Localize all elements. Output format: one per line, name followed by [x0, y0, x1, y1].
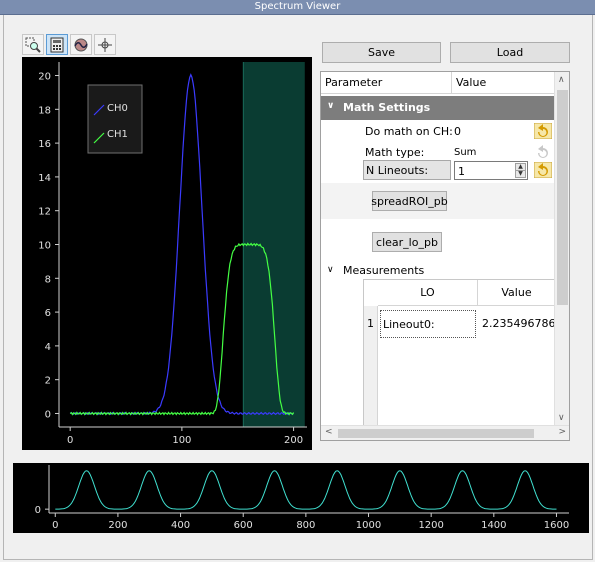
undo-disabled-icon	[534, 144, 552, 160]
spin-down-button[interactable]: ▼	[515, 170, 526, 178]
legend-ch0-label: CH0	[107, 103, 128, 114]
legend: CH0 CH1	[88, 85, 142, 153]
y-tick-label: 6	[45, 308, 51, 319]
do-math-value[interactable]: 0	[454, 125, 461, 138]
math-type-label: Math type:	[365, 146, 424, 159]
calculator-icon	[50, 37, 64, 53]
math-settings-label: Math Settings	[343, 101, 430, 114]
title-bar: Spectrum Viewer	[0, 0, 595, 15]
y-tick-label: 14	[38, 173, 51, 184]
legend-ch1-label: CH1	[107, 129, 128, 140]
overview-x-tick-label: 1600	[544, 520, 569, 531]
plot-toolbar	[22, 34, 116, 56]
chart-icon	[73, 37, 89, 53]
crosshair-button[interactable]	[94, 34, 116, 55]
measurements-table: LO Value 1 Lineout0: 2.23549678602	[363, 279, 555, 429]
spreadroi-button[interactable]: spreadROI_pb	[372, 191, 447, 211]
x-tick-label: 100	[172, 435, 191, 446]
overview-series-line	[55, 471, 556, 509]
overview-plot[interactable]: 0 0 200 400 600 800 1000 1200 1400 1600	[13, 463, 589, 533]
overview-x-tick-label: 1200	[418, 520, 443, 531]
y-tick-label: 16	[38, 139, 51, 150]
save-button[interactable]: Save	[322, 42, 441, 63]
y-tick-label: 10	[38, 241, 51, 252]
overview-x-tick-label: 1400	[481, 520, 506, 531]
n-lineouts-label-box: N Lineouts:	[363, 160, 451, 180]
scroll-right-arrow[interactable]: >	[558, 427, 566, 437]
legend-box	[88, 85, 142, 153]
y-tick-label: 12	[38, 207, 51, 218]
math-type-value[interactable]: Sum	[454, 147, 476, 158]
y-tick-label: 8	[45, 274, 51, 285]
col-header-value[interactable]: Value	[478, 280, 556, 306]
overview-y-tick-label: 0	[35, 505, 41, 516]
col-header-lo[interactable]: LO	[378, 280, 478, 306]
y-tick-label: 2	[45, 376, 51, 387]
zoom-icon	[25, 37, 41, 53]
y-tick-label: 20	[38, 72, 51, 83]
horizontal-scroll-thumb[interactable]	[338, 429, 534, 438]
zoom-button[interactable]	[22, 34, 44, 55]
tree-vertical-scrollbar[interactable]: ∧ ∨	[554, 72, 569, 426]
overview-x-tick-label: 600	[234, 520, 253, 531]
scroll-up-arrow[interactable]: ∧	[558, 75, 565, 85]
tree-header: Parameter Value	[321, 72, 555, 94]
parameter-tree: Parameter Value ∨ Math Settings Do math …	[320, 71, 570, 441]
y-tick-label: 18	[38, 105, 51, 116]
do-math-label: Do math on CH:	[365, 125, 453, 138]
undo-icon[interactable]	[534, 123, 552, 139]
chevron-down-icon[interactable]: ∨	[327, 101, 334, 111]
row-header-1[interactable]: 1	[367, 317, 374, 330]
clear-lo-button[interactable]: clear_lo_pb	[372, 232, 442, 252]
header-parameter: Parameter	[325, 76, 382, 89]
x-tick-label: 200	[284, 435, 303, 446]
header-value: Value	[456, 76, 486, 89]
y-tick-label: 4	[45, 342, 51, 353]
math-settings-group[interactable]: ∨ Math Settings	[321, 96, 555, 120]
overview-x-tick-label: 800	[296, 520, 315, 531]
window-title: Spectrum Viewer	[0, 1, 595, 12]
scroll-down-arrow[interactable]: ∨	[558, 413, 565, 423]
row-header-column: 1	[364, 306, 378, 430]
measurements-label: Measurements	[343, 264, 424, 277]
vertical-scroll-thumb[interactable]	[557, 90, 568, 305]
crosshair-icon	[97, 37, 113, 53]
y-tick-label: 0	[45, 409, 51, 420]
spectrum-plot[interactable]: 0 2 4 6 8 10 12 14 16 18 20 0 100 200 CH0 CH1	[22, 57, 312, 450]
chevron-down-icon[interactable]: ∨	[327, 265, 334, 275]
lineout-name-cell[interactable]: Lineout0:	[380, 310, 476, 338]
overview-plot-canvas: 00 200 400 600 800 1000 1200 1400 1600	[13, 463, 589, 533]
overview-x-tick-label: 0	[52, 520, 58, 531]
overview-x-tick-label: 400	[171, 520, 190, 531]
math-button[interactable]	[46, 34, 68, 55]
chart-button[interactable]	[70, 34, 92, 55]
scroll-left-arrow[interactable]: <	[325, 427, 333, 437]
n-lineouts-value[interactable]: 1	[458, 165, 465, 178]
overview-x-tick-label: 200	[108, 520, 127, 531]
n-lineouts-label: N Lineouts:	[366, 164, 428, 177]
tree-horizontal-scrollbar[interactable]: < >	[321, 425, 570, 440]
load-button[interactable]: Load	[450, 42, 570, 63]
x-tick-label: 0	[67, 435, 73, 446]
undo-icon[interactable]	[534, 162, 552, 178]
overview-x-tick-label: 1000	[356, 520, 381, 531]
n-lineouts-spinbox[interactable]: 1 ▲ ▼	[454, 161, 528, 180]
